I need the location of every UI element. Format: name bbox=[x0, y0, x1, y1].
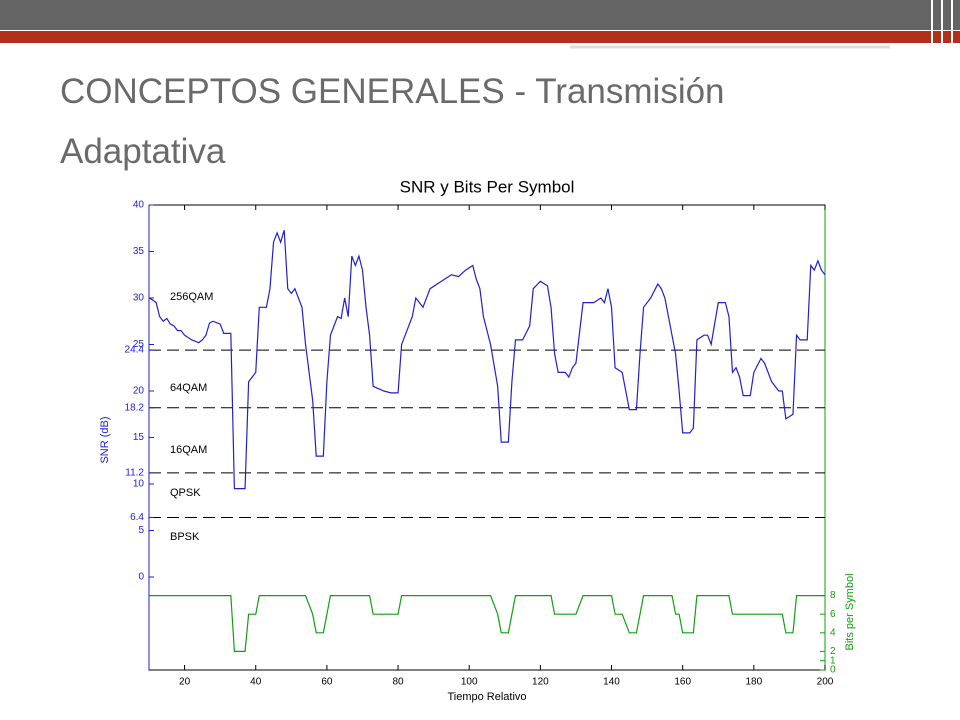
top-band bbox=[0, 0, 960, 30]
y2-tick-label: 6 bbox=[830, 609, 836, 620]
annotation: BPSK bbox=[170, 531, 200, 543]
y-tick-label: 10 bbox=[133, 479, 145, 490]
slide-title: CONCEPTOS GENERALES - Transmisión Adapta… bbox=[60, 72, 725, 171]
x-axis-label: Tiempo Relativo bbox=[447, 691, 526, 703]
y2-tick-label: 0 bbox=[830, 665, 836, 676]
y-tick-label: 0 bbox=[138, 572, 144, 583]
y-tick-label: 20 bbox=[133, 386, 145, 397]
x-tick-label: 160 bbox=[674, 677, 691, 688]
y-tick-label: 40 bbox=[133, 200, 145, 211]
y-tick-label: 35 bbox=[133, 246, 145, 257]
y-tick-label: 25 bbox=[133, 339, 145, 350]
red-band bbox=[0, 31, 960, 43]
y2-tick-label: 1 bbox=[830, 655, 836, 666]
x-tick-label: 60 bbox=[321, 677, 333, 688]
annotation: 16QAM bbox=[170, 444, 207, 456]
x-tick-label: 120 bbox=[532, 677, 549, 688]
series-line bbox=[148, 229, 826, 490]
y2-tick-label: 8 bbox=[830, 590, 836, 601]
y2-axis-label: Bits per Symbol bbox=[844, 573, 856, 650]
x-tick-label: 80 bbox=[392, 677, 404, 688]
x-tick-label: 180 bbox=[745, 677, 762, 688]
y-tick-label: 18.2 bbox=[125, 402, 145, 413]
y-tick-label: 5 bbox=[138, 525, 144, 536]
chart: SNR y Bits Per Symbol Tiempo Relativo SN… bbox=[99, 177, 856, 702]
annotation: 256QAM bbox=[170, 291, 213, 303]
y-tick-label: 15 bbox=[133, 432, 145, 443]
annotation: 64QAM bbox=[170, 382, 207, 394]
x-tick-label: 40 bbox=[250, 677, 262, 688]
y-axis-label: SNR (dB) bbox=[99, 416, 111, 463]
y-tick-label: 11.2 bbox=[125, 467, 144, 478]
x-tick-label: 200 bbox=[817, 677, 834, 688]
y-tick-label: 6.4 bbox=[130, 512, 144, 523]
series-line bbox=[149, 595, 825, 652]
y2-tick-label: 2 bbox=[830, 646, 836, 657]
chart-title: SNR y Bits Per Symbol bbox=[400, 177, 575, 196]
x-tick-label: 20 bbox=[179, 677, 191, 688]
y-tick-label: 30 bbox=[133, 293, 145, 304]
y2-tick-label: 4 bbox=[830, 627, 836, 638]
annotation: QPSK bbox=[170, 487, 201, 499]
y-tick-label: 24.4 bbox=[125, 345, 145, 356]
x-tick-label: 140 bbox=[603, 677, 620, 688]
plot-frame bbox=[148, 204, 826, 671]
x-tick-label: 100 bbox=[461, 677, 478, 688]
